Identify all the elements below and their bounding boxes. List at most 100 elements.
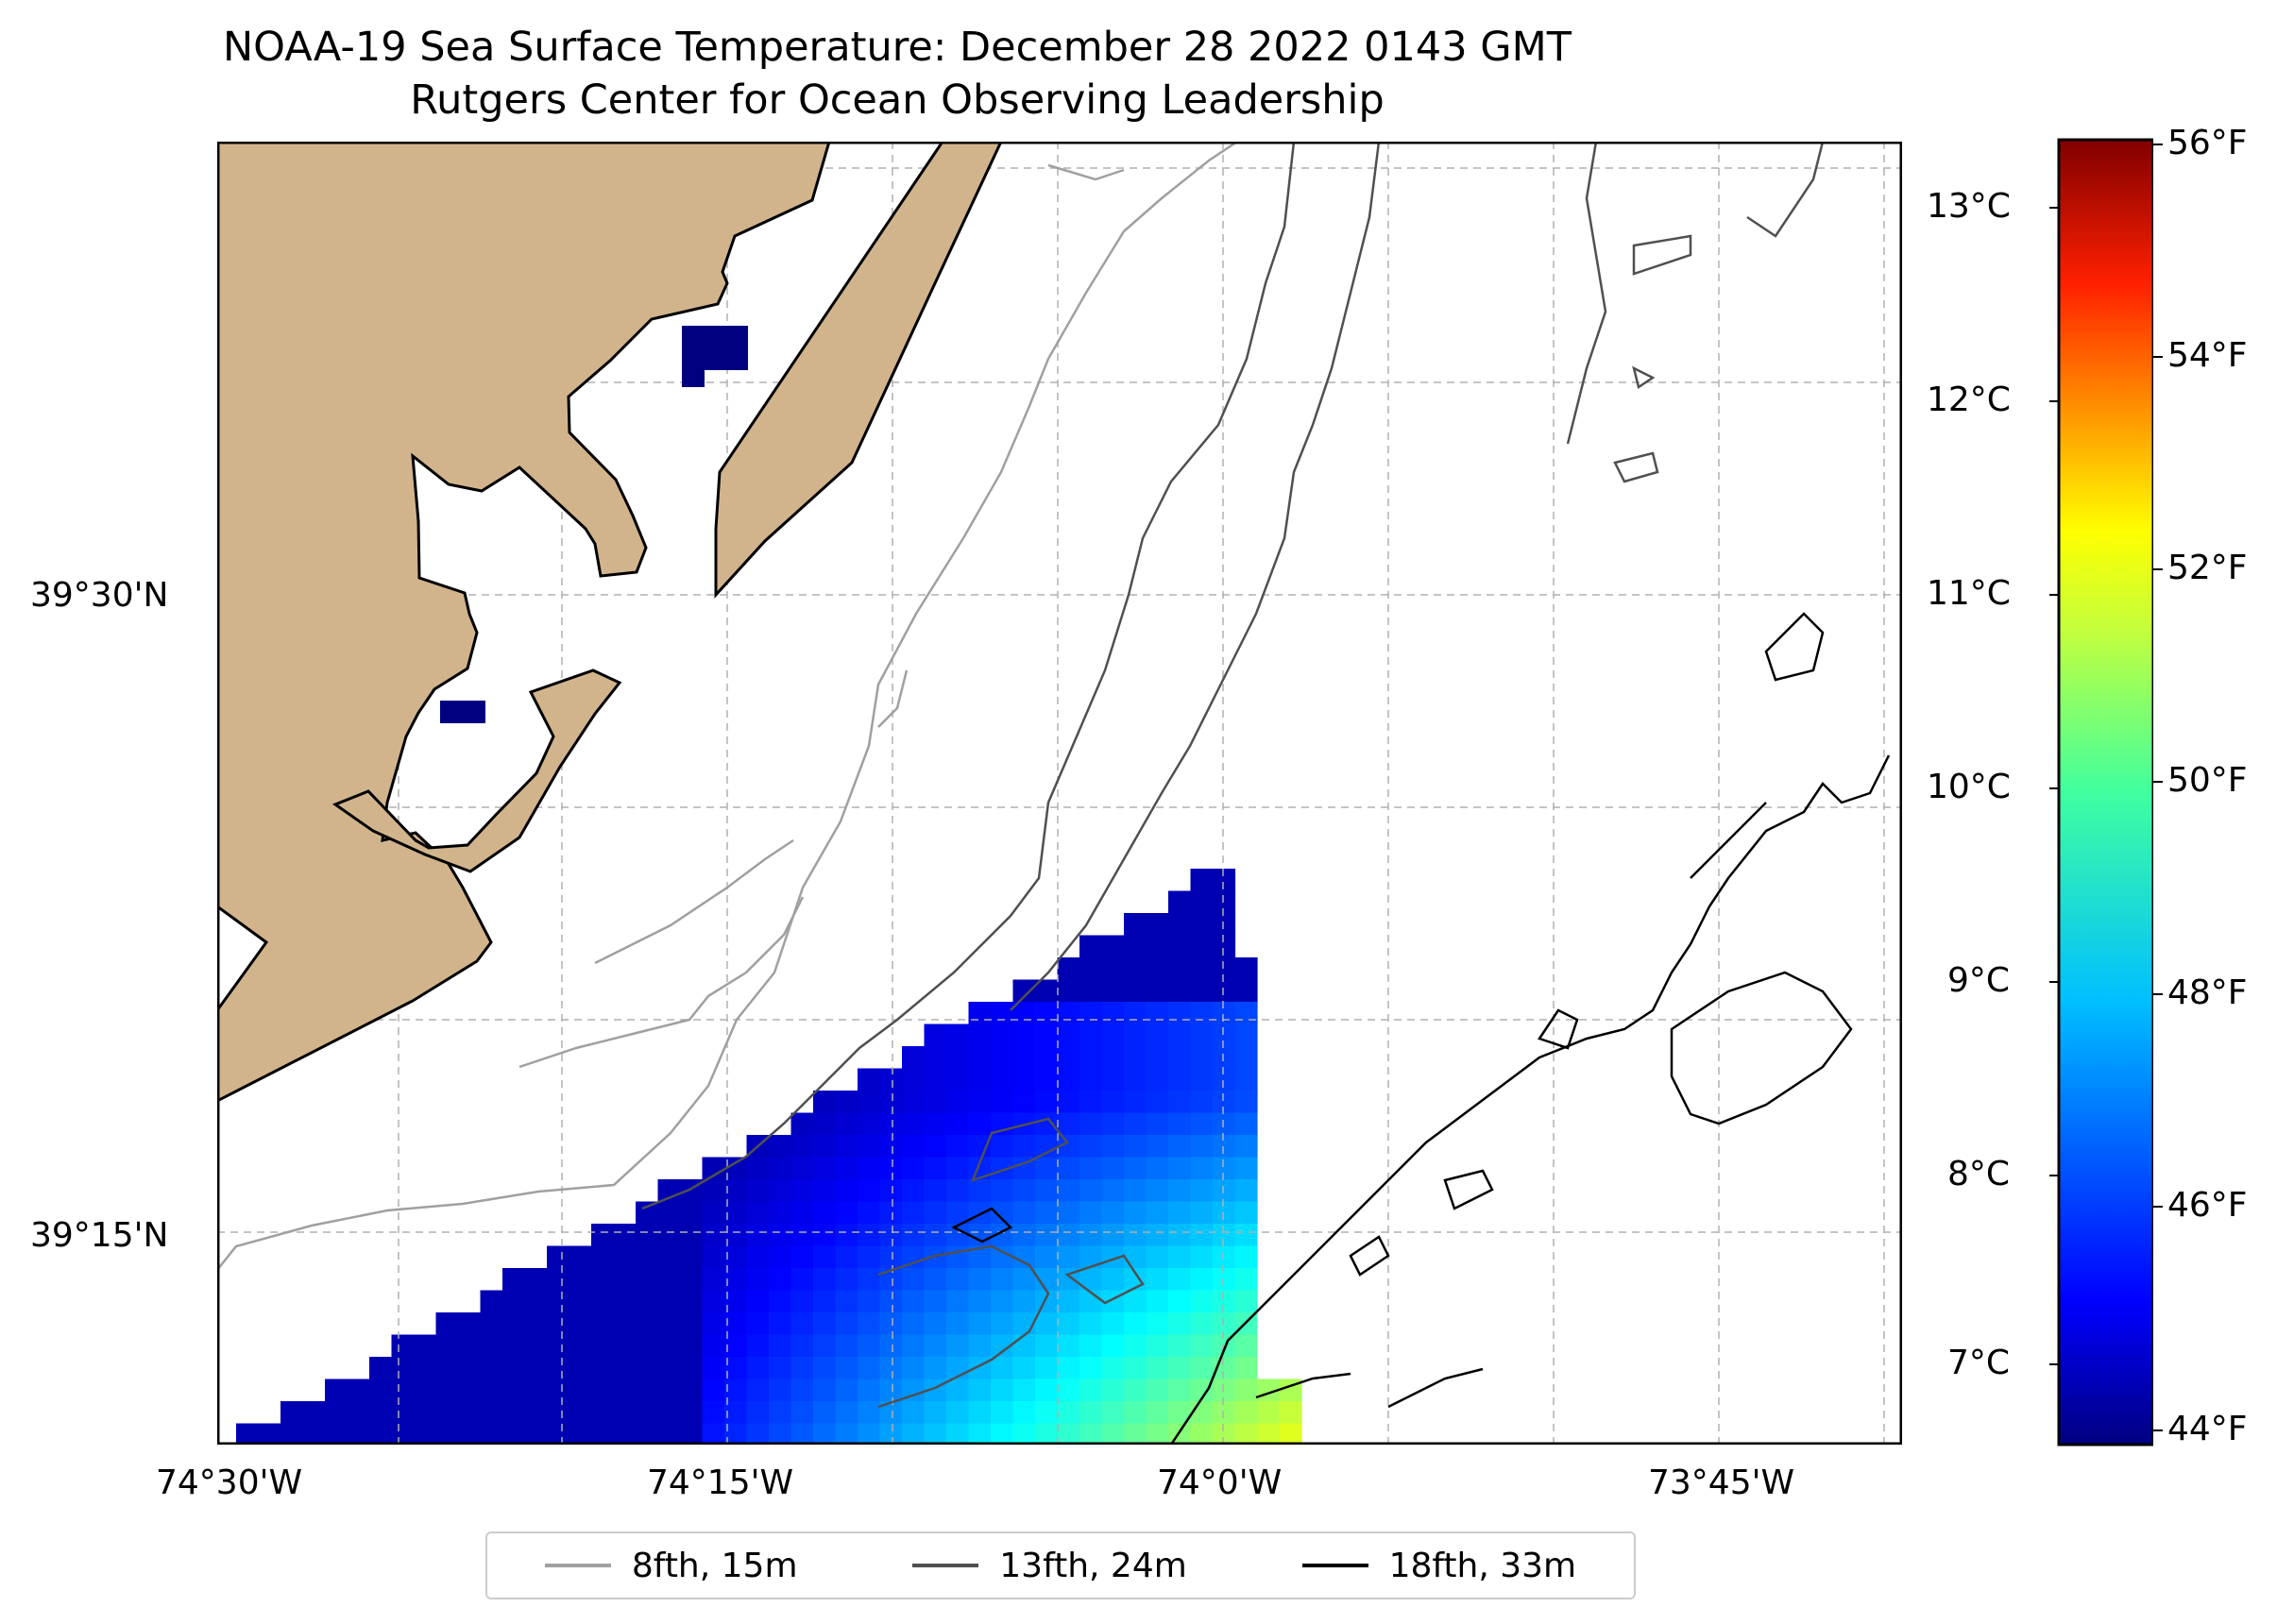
sst-pixel: [613, 1401, 637, 1425]
sst-pixel: [458, 1379, 482, 1402]
sst-pixel: [813, 1224, 837, 1247]
sst-pixel: [1035, 1201, 1059, 1225]
sst-pixel: [769, 1224, 792, 1247]
sst-pixel: [1190, 1423, 1214, 1445]
sst-pixel: [702, 1290, 725, 1313]
colorbar-fahrenheit-label: 50°F: [2167, 761, 2248, 800]
sst-pixel: [347, 1423, 370, 1445]
sst-pixel: [236, 1423, 260, 1445]
sst-pixel: [769, 1312, 792, 1336]
sst-pixel: [1213, 935, 1236, 958]
sst-pixel: [1168, 1379, 1192, 1402]
sst-pixel: [835, 1401, 858, 1425]
sst-pixel: [1213, 1224, 1236, 1247]
sst-pixel: [746, 1268, 770, 1292]
sst-pixel: [813, 1423, 837, 1445]
colorbar-celsius-label: 9°C: [1947, 961, 2011, 1000]
sst-pixel: [968, 1379, 992, 1402]
sst-pixel: [1213, 1379, 1236, 1402]
sst-pixel: [1124, 1112, 1147, 1136]
sst-pixel: [769, 1290, 792, 1313]
sst-pixel: [1101, 1379, 1125, 1402]
sst-pixel: [858, 1401, 881, 1425]
sst-pixel: [835, 1423, 858, 1445]
sst-pixel: [879, 1290, 903, 1313]
sst-pixel: [1012, 1224, 1036, 1247]
sst-pixel: [414, 1357, 437, 1380]
sst-pixel: [1101, 1135, 1125, 1159]
sst-pixel: [1012, 1401, 1036, 1425]
sst-pixel: [1101, 1046, 1125, 1070]
sst-pixel: [1234, 1224, 1258, 1247]
sst-pixel: [1168, 1357, 1192, 1380]
sst-pixel: [991, 1290, 1014, 1313]
sst-pixel: [1146, 1401, 1169, 1425]
sst-pixel: [790, 1379, 814, 1402]
sst-pixel: [636, 1401, 659, 1425]
sst-pixel: [1213, 1201, 1236, 1225]
sst-pixel: [1124, 1157, 1147, 1180]
sst-pixel: [1146, 1135, 1169, 1159]
sst-pixel: [946, 1112, 970, 1136]
sst-pixel: [1057, 1401, 1080, 1425]
sst-pixel: [968, 1068, 992, 1091]
sst-pixel: [657, 1245, 681, 1269]
sst-pixel: [1079, 1357, 1103, 1380]
sst-pixel: [1124, 1068, 1147, 1091]
sst-pixel: [569, 1379, 592, 1402]
sst-pixel: [790, 1224, 814, 1247]
sst-pixel: [1234, 1268, 1258, 1292]
x-tick-label: 74°0'W: [1157, 1463, 1283, 1502]
legend-label: 13fth, 24m: [999, 1546, 1187, 1585]
sst-pixel: [1190, 935, 1214, 958]
sst-pixel: [991, 1046, 1014, 1070]
sst-pixel: [835, 1157, 858, 1180]
sst-pixel: [879, 1068, 903, 1091]
sst-pixel: [1190, 957, 1214, 981]
sst-pixel: [1146, 1046, 1169, 1070]
sst-pixel: [680, 1201, 704, 1225]
sst-pixel: [1012, 1201, 1036, 1225]
sst-pixel: [946, 1334, 970, 1358]
sst-map: [217, 142, 1902, 1445]
sst-pixel: [591, 1423, 615, 1445]
sst-pixel: [946, 1068, 970, 1091]
sst-pixel: [1079, 1201, 1103, 1225]
sst-pixel: [1168, 1423, 1192, 1445]
sst-pixel: [1057, 1023, 1080, 1047]
sst-pixel: [1012, 1334, 1036, 1358]
sst-pixel: [968, 1290, 992, 1313]
sst-pixel: [1124, 1179, 1147, 1203]
sst-pixel: [924, 1312, 947, 1336]
colorbar-celsius-label: 12°C: [1927, 381, 2011, 419]
sst-pixel: [790, 1112, 814, 1136]
sst-pixel: [1146, 1023, 1169, 1047]
sst-pixel: [1101, 979, 1125, 1003]
sst-pixel: [1035, 1179, 1059, 1203]
sst-pixel: [1213, 1312, 1236, 1336]
sst-pixel: [858, 1268, 881, 1292]
sst-pixel: [613, 1290, 637, 1313]
sst-pixel: [879, 1312, 903, 1336]
sst-pixel: [1213, 1002, 1236, 1025]
sst-pixel: [702, 1401, 725, 1425]
sst-pixel: [879, 1179, 903, 1203]
sst-pixel: [1057, 979, 1080, 1003]
sst-pixel: [946, 1179, 970, 1203]
sst-pixel: [1234, 1290, 1258, 1313]
sst-pixel: [1035, 1046, 1059, 1070]
sst-pixel: [636, 1201, 659, 1225]
sst-pixel: [813, 1334, 837, 1358]
sst-pixel: [835, 1135, 858, 1159]
sst-pixel: [858, 1357, 881, 1380]
sst-pixel: [946, 1379, 970, 1402]
sst-pixel: [325, 1401, 348, 1425]
sst-pixel: [1234, 1423, 1258, 1445]
sst-pixel: [302, 1401, 326, 1425]
sst-pixel: [813, 1157, 837, 1180]
land: [217, 142, 1003, 1103]
legend-item: 8fth, 15m: [544, 1547, 798, 1585]
sst-pixel: [991, 1023, 1014, 1047]
sst-pixel: [968, 1224, 992, 1247]
y-tick-label: 39°30'N: [30, 576, 169, 615]
